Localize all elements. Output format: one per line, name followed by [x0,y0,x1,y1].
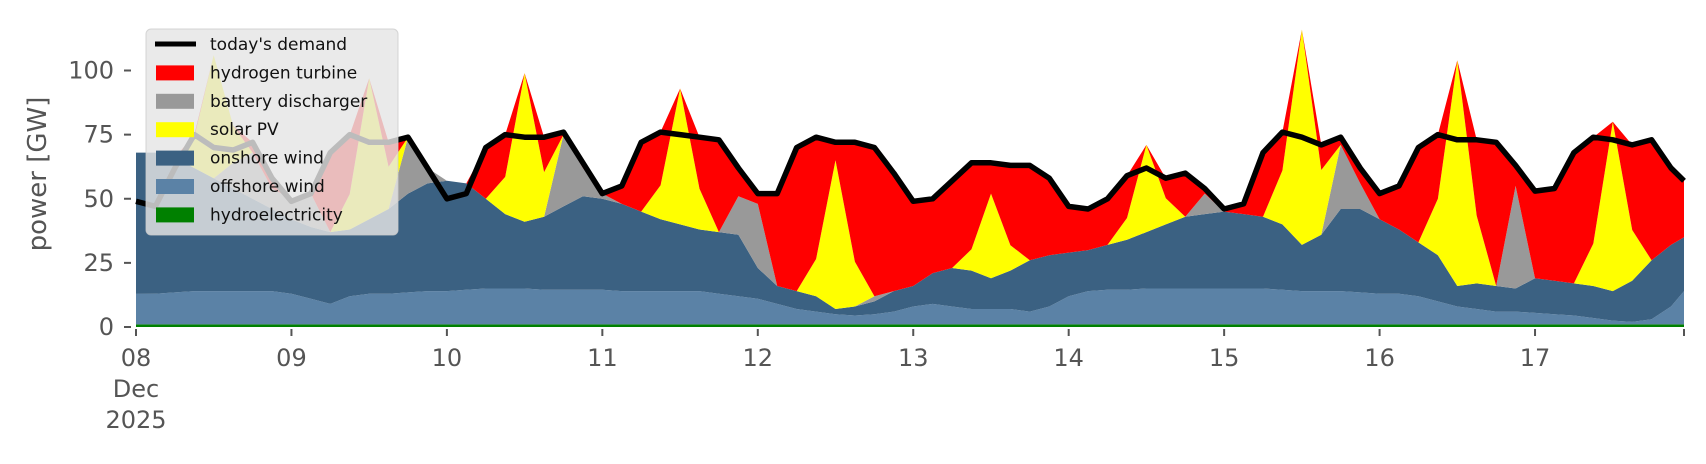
legend-item-onshore-wind: onshore wind [156,149,324,169]
legend-label: battery discharger [210,92,367,112]
legend-item-today-s-demand: today's demand [155,35,347,55]
legend-swatch [156,150,194,166]
area-onshore-wind [136,152,1684,322]
x-tick-label: 16 [1364,344,1395,372]
x-tick-label: 12 [743,344,774,372]
y-tick-label: 0 [99,313,114,341]
legend-item-solar-pv: solar PV [156,120,279,140]
x-tick-label: 11 [587,344,618,372]
x-axis: 08 Dec 2025 09 10 11 12 13 14 15 16 17 [105,329,1685,434]
legend-label: hydrogen turbine [210,63,357,83]
legend-item-battery-discharger: battery discharger [156,92,367,112]
legend-label: offshore wind [210,177,325,197]
legend-swatch [156,207,194,223]
area-hydrogen-turbine [136,29,1684,297]
x-tick-label: 08 [121,344,152,372]
x-tick-label: 14 [1053,344,1084,372]
legend-swatch [156,122,194,138]
y-tick-label: 25 [83,249,114,277]
legend-item-hydrogen-turbine: hydrogen turbine [156,63,357,83]
x-tick-label: 17 [1520,344,1551,372]
legend-label: hydroelectricity [210,205,343,225]
legend: today's demand hydrogen turbine battery di… [145,28,399,236]
x-tick-label: 10 [432,344,463,372]
legend-swatch [156,65,194,81]
x-tick-label: Dec [113,375,159,403]
legend-label: solar PV [210,120,279,140]
area-hydroelectricity [136,324,1684,327]
stacked-areas [136,29,1684,327]
legend-label: today's demand [210,35,347,55]
x-tick-label: 15 [1209,344,1240,372]
legend-item-offshore-wind: offshore wind [156,177,325,197]
legend-background [145,28,399,236]
x-tick-label: 2025 [105,406,166,434]
legend-item-hydroelectricity: hydroelectricity [156,205,343,225]
legend-swatch [156,179,194,194]
area-solar-pv [136,29,1684,309]
legend-label: onshore wind [210,149,324,169]
y-axis: 0 25 50 75 100 [68,57,131,341]
y-tick-label: 50 [83,185,114,213]
legend-swatch [156,93,194,109]
x-tick-label: 13 [898,344,929,372]
x-tick-label: 09 [276,344,307,372]
y-tick-label: 75 [83,121,114,149]
y-axis-label: power [GW] [23,97,53,252]
area-offshore-wind [136,288,1684,325]
y-tick-label: 100 [68,57,114,85]
